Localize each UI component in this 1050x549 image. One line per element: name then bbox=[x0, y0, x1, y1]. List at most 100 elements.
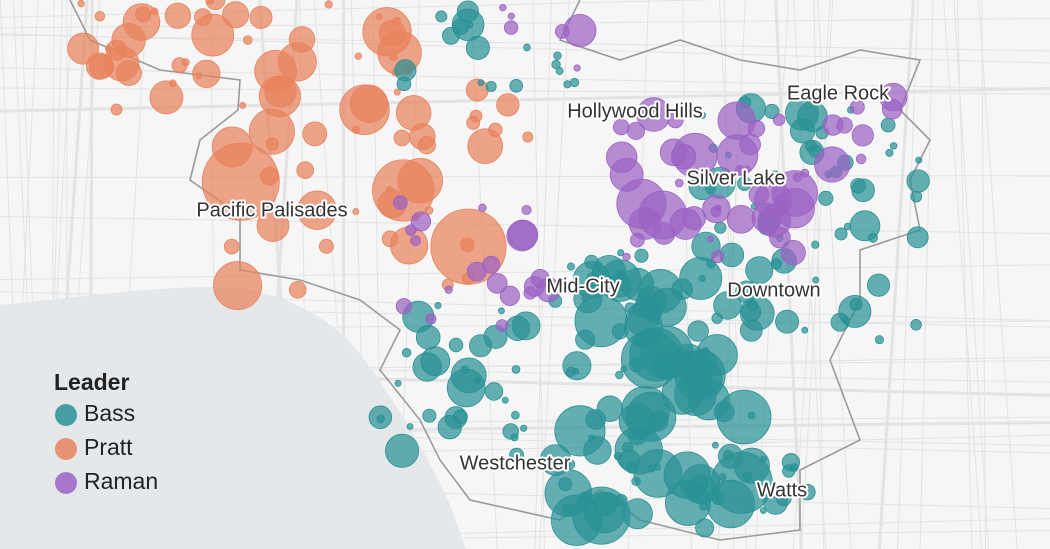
precinct-circle bbox=[775, 309, 800, 334]
precinct-circle bbox=[874, 335, 884, 345]
street bbox=[943, 0, 983, 549]
precinct-circle bbox=[495, 319, 509, 333]
precinct-circle bbox=[448, 337, 464, 353]
precinct-circle bbox=[110, 103, 123, 116]
precinct-circle bbox=[569, 77, 580, 88]
legend-swatch bbox=[55, 472, 77, 494]
precinct-circle bbox=[67, 32, 100, 65]
precinct-circle bbox=[617, 249, 625, 257]
precinct-circle bbox=[581, 294, 590, 302]
precinct-circle bbox=[550, 494, 603, 546]
precincts bbox=[67, 0, 930, 546]
precinct-circle bbox=[634, 248, 649, 263]
precinct-circle bbox=[695, 518, 715, 538]
precinct-circle bbox=[698, 274, 706, 283]
precinct-circle bbox=[417, 136, 436, 155]
street bbox=[897, 0, 919, 549]
precinct-circle bbox=[485, 80, 497, 93]
precinct-circle bbox=[760, 482, 768, 490]
precinct-circle bbox=[593, 491, 618, 516]
legend-title: Leader bbox=[54, 369, 129, 395]
precinct-circle bbox=[780, 240, 806, 266]
precinct-circle bbox=[499, 285, 520, 306]
precinct-circle bbox=[385, 433, 420, 468]
precinct-circle bbox=[812, 276, 820, 284]
precinct-circle bbox=[523, 286, 537, 300]
precinct-circle bbox=[164, 2, 191, 29]
precinct-circle bbox=[906, 226, 929, 249]
precinct-circle bbox=[392, 195, 408, 210]
precinct-circle bbox=[349, 84, 389, 123]
street bbox=[793, 0, 827, 549]
street bbox=[813, 0, 825, 549]
precinct-circle bbox=[254, 49, 297, 93]
street bbox=[0, 175, 1050, 179]
precinct-circle bbox=[782, 464, 796, 478]
precinct-circle bbox=[501, 396, 509, 404]
precinct-circle bbox=[682, 359, 712, 389]
precinct-circle bbox=[456, 0, 479, 23]
precinct-circle bbox=[437, 415, 462, 440]
legend-swatch bbox=[55, 404, 77, 426]
precinct-circle bbox=[265, 137, 279, 151]
precinct-circle bbox=[572, 261, 611, 299]
precinct-circle bbox=[851, 124, 874, 147]
precinct-circle bbox=[511, 410, 520, 420]
street bbox=[981, 0, 987, 549]
precinct-circle bbox=[521, 204, 532, 216]
precinct-circle bbox=[834, 227, 848, 241]
precinct-circle bbox=[469, 109, 483, 123]
precinct-circle bbox=[714, 221, 727, 234]
precinct-circle bbox=[536, 277, 561, 303]
precinct-circle bbox=[181, 58, 190, 67]
precinct-circle bbox=[885, 148, 894, 157]
precinct-circle bbox=[466, 21, 474, 29]
precinct-circle bbox=[711, 441, 719, 449]
precinct-circle bbox=[551, 59, 561, 70]
precinct-circle bbox=[558, 477, 573, 492]
street bbox=[919, 0, 934, 549]
precinct-circle bbox=[378, 19, 406, 47]
precinct-circle bbox=[425, 313, 437, 325]
precinct-circle bbox=[207, 0, 214, 5]
precinct-circle bbox=[654, 463, 662, 471]
precinct-circle bbox=[801, 326, 809, 334]
street bbox=[953, 0, 989, 549]
precinct-circle bbox=[759, 507, 767, 514]
precinct-circle bbox=[422, 408, 437, 423]
precinct-circle bbox=[499, 4, 507, 12]
legend-swatch bbox=[55, 438, 77, 460]
precinct-circle bbox=[805, 140, 817, 152]
precinct-circle bbox=[488, 122, 503, 137]
street bbox=[0, 264, 1050, 281]
city-boundary bbox=[69, 0, 931, 541]
precinct-circle bbox=[393, 88, 401, 96]
legend-label: Raman bbox=[84, 468, 158, 494]
precinct-circle bbox=[424, 206, 434, 215]
precinct-circle bbox=[288, 26, 316, 53]
precinct-circle bbox=[520, 424, 528, 432]
precinct-circle bbox=[260, 166, 279, 186]
precinct-circle bbox=[855, 153, 867, 165]
precinct-circle bbox=[496, 93, 520, 117]
precinct-circle bbox=[759, 455, 767, 463]
precinct-circle bbox=[435, 10, 448, 23]
precinct-circle bbox=[711, 249, 725, 264]
precinct-circle bbox=[460, 365, 469, 374]
precinct-circle bbox=[444, 285, 453, 294]
precinct-circle bbox=[478, 203, 487, 213]
precinct-circle bbox=[612, 118, 630, 136]
precinct-circle bbox=[621, 267, 655, 301]
precinct-circle bbox=[395, 95, 432, 131]
legend: Leader Bass Pratt Raman bbox=[54, 369, 158, 494]
precinct-circle bbox=[410, 211, 432, 232]
precinct-circle bbox=[467, 128, 504, 164]
precinct-circle bbox=[465, 78, 489, 102]
precinct-circle bbox=[539, 444, 572, 476]
precinct-circle bbox=[554, 405, 606, 457]
precinct-circle bbox=[511, 365, 521, 374]
precinct-circle bbox=[288, 281, 307, 299]
precinct-circle bbox=[611, 323, 629, 340]
precinct-circle bbox=[747, 411, 756, 420]
place-label: Watts bbox=[757, 479, 807, 501]
